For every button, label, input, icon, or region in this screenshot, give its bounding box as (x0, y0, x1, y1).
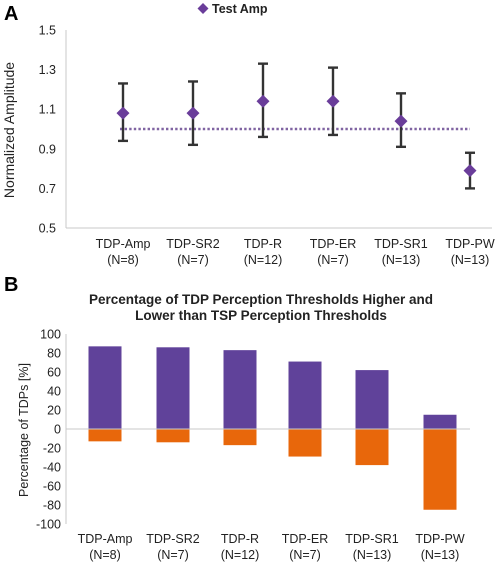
y-axis-title-a: Normalized Amplitude (1, 62, 17, 198)
panel-b: B Percentage of TDP Perception Threshold… (4, 274, 470, 562)
panel-a: A Test Amp Normalized Amplitude 0.50.70.… (1, 2, 495, 267)
panel-b-letter: B (4, 274, 18, 296)
bar-lower (88, 429, 122, 442)
bars (88, 346, 457, 510)
x-tick-count: (N=7) (289, 548, 321, 562)
data-point (186, 106, 200, 120)
y-tick-label: 60 (47, 366, 61, 380)
data-point (326, 94, 340, 108)
chart-title-line-1: Percentage of TDP Perception Thresholds … (89, 292, 433, 307)
panel-a-letter: A (4, 3, 18, 25)
x-tick-count: (N=13) (382, 253, 421, 267)
x-tick-count: (N=12) (221, 548, 260, 562)
y-ticks-a: 0.5 0.7 0.9 1.1 1.3 1.5 (39, 24, 56, 236)
y-tick-label: -40 (43, 461, 61, 475)
y-ticks-b: 100 80 60 40 20 0 -20 -40 -60 -80 -100 (36, 328, 61, 532)
bar-higher (288, 361, 322, 429)
y-tick-label: 20 (47, 404, 61, 418)
bar-higher (423, 414, 457, 429)
x-tick-count: (N=7) (157, 548, 189, 562)
y-tick-label: 40 (47, 385, 61, 399)
data-points (116, 94, 477, 178)
y-tick-label: 1.1 (39, 103, 56, 117)
x-tick-label: TDP-PW (445, 237, 495, 251)
y-tick-label: -20 (43, 442, 61, 456)
bar-lower (288, 429, 322, 457)
y-tick-label: -60 (43, 480, 61, 494)
x-labels-a: TDP-Amp (N=8) TDP-SR2 (N=7) TDP-R (N=12) TDP-E… (96, 237, 495, 267)
y-tick-label: 1.5 (39, 24, 56, 38)
data-point (394, 114, 408, 128)
bar-higher (223, 350, 257, 429)
x-tick-count: (N=13) (451, 253, 490, 267)
x-tick-label: TDP-ER (282, 532, 329, 546)
bar-lower (423, 429, 457, 510)
y-tick-label: 0.9 (39, 142, 56, 156)
x-tick-count: (N=8) (107, 253, 139, 267)
y-tick-label: 100 (40, 328, 61, 342)
bar-higher (355, 370, 389, 429)
legend-marker-diamond (197, 3, 209, 14)
x-tick-label: TDP-SR2 (146, 532, 200, 546)
y-tick-label: 80 (47, 347, 61, 361)
bar-lower (156, 429, 190, 443)
x-labels-b: TDP-Amp (N=8) TDP-SR2 (N=7) TDP-R (N=12) TDP-E… (78, 532, 465, 562)
y-tick-label: 1.3 (39, 63, 56, 77)
x-tick-count: (N=7) (177, 253, 209, 267)
legend-label-test-amp: Test Amp (212, 2, 268, 16)
x-tick-count: (N=12) (244, 253, 283, 267)
x-tick-label: TDP-R (244, 237, 282, 251)
legend-a: Test Amp (197, 2, 268, 16)
x-tick-label: TDP-Amp (96, 237, 151, 251)
bar-lower (223, 429, 257, 446)
data-point (463, 164, 477, 178)
x-tick-count: (N=13) (353, 548, 392, 562)
x-tick-count: (N=8) (89, 548, 121, 562)
x-tick-count: (N=13) (421, 548, 460, 562)
error-bars (118, 62, 475, 190)
data-point (116, 106, 130, 120)
y-tick-label: -100 (36, 518, 61, 532)
bar-higher (88, 346, 122, 429)
y-tick-label: -80 (43, 499, 61, 513)
y-tick-label: 0 (54, 423, 61, 437)
chart-title-line-2: Lower than TSP Perception Thresholds (135, 308, 387, 323)
x-tick-label: TDP-ER (310, 237, 357, 251)
bar-lower (355, 429, 389, 466)
y-tick-label: 0.5 (39, 222, 56, 236)
bar-higher (156, 347, 190, 429)
x-tick-label: TDP-R (221, 532, 259, 546)
data-point (256, 94, 270, 108)
x-tick-label: TDP-PW (415, 532, 465, 546)
y-tick-label: 0.7 (39, 182, 56, 196)
x-tick-label: TDP-SR1 (345, 532, 399, 546)
x-tick-label: TDP-Amp (78, 532, 133, 546)
x-tick-label: TDP-SR2 (166, 237, 220, 251)
x-tick-count: (N=7) (317, 253, 349, 267)
x-tick-label: TDP-SR1 (374, 237, 428, 251)
y-axis-title-b: Percentage of TDPs [%] (17, 363, 31, 497)
